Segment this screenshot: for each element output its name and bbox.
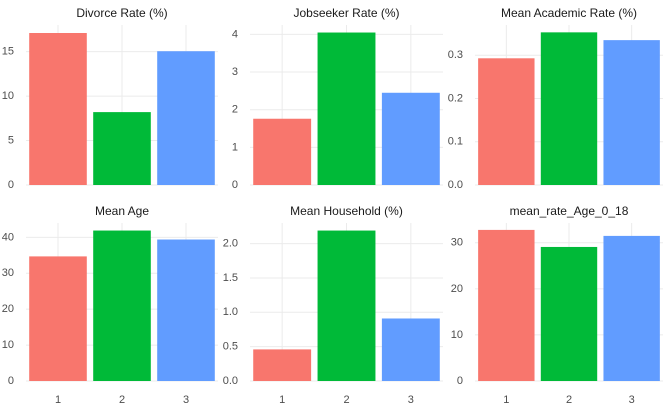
x-tick-label: 3 xyxy=(408,394,414,406)
bar xyxy=(317,32,376,185)
bar xyxy=(603,235,660,381)
y-tick-label: 30 xyxy=(451,237,463,249)
y-tick-label: 20 xyxy=(451,283,463,295)
y-tick-label: 30 xyxy=(2,267,14,279)
bar xyxy=(93,112,151,185)
y-tick-label: 10 xyxy=(2,339,14,351)
bar xyxy=(540,246,598,381)
y-tick-label: 1.0 xyxy=(223,306,238,318)
panel-title: Jobseeker Rate (%) xyxy=(293,6,399,20)
x-tick-label: 1 xyxy=(55,394,61,406)
bar xyxy=(603,40,660,186)
x-tick-label: 1 xyxy=(279,394,285,406)
bar xyxy=(478,229,535,381)
y-tick-label: 0 xyxy=(8,179,14,191)
y-tick-label: 0.3 xyxy=(448,49,463,61)
bar xyxy=(157,239,215,381)
y-tick-label: 40 xyxy=(2,231,14,243)
bar xyxy=(157,51,215,185)
bar xyxy=(381,318,440,381)
panel-title: Divorce Rate (%) xyxy=(76,6,167,20)
y-tick-label: 0.0 xyxy=(223,375,238,387)
y-tick-label: 2 xyxy=(232,104,238,116)
y-tick-label: 10 xyxy=(451,329,463,341)
y-tick-label: 0 xyxy=(8,375,14,387)
y-tick-label: 0 xyxy=(457,375,463,387)
x-tick-label: 1 xyxy=(503,394,509,406)
panel-title: Mean Age xyxy=(95,204,149,218)
y-tick-label: 1.5 xyxy=(223,272,238,284)
x-tick-label: 2 xyxy=(119,394,125,406)
bar xyxy=(317,230,376,381)
y-tick-label: 0.5 xyxy=(223,341,238,353)
y-tick-label: 1 xyxy=(232,141,238,153)
bar xyxy=(540,32,598,186)
bar xyxy=(253,118,312,185)
panel-title: mean_rate_Age_0_18 xyxy=(510,204,629,218)
bar xyxy=(93,230,151,381)
y-tick-label: 0.0 xyxy=(448,179,463,191)
y-tick-label: 10 xyxy=(2,90,14,102)
y-tick-label: 15 xyxy=(2,46,14,58)
y-tick-label: 20 xyxy=(2,303,14,315)
x-tick-label: 3 xyxy=(183,394,189,406)
bar xyxy=(478,58,535,185)
bar xyxy=(29,33,87,185)
y-tick-label: 0 xyxy=(232,179,238,191)
panel-title: Mean Household (%) xyxy=(290,204,403,218)
y-tick-label: 0.1 xyxy=(448,136,463,148)
y-tick-label: 4 xyxy=(232,28,238,40)
bar xyxy=(253,349,312,381)
bar xyxy=(381,92,440,185)
y-tick-label: 0.2 xyxy=(448,92,463,104)
panel-title: Mean Academic Rate (%) xyxy=(501,6,637,20)
y-tick-label: 5 xyxy=(8,134,14,146)
bar xyxy=(29,256,87,381)
y-tick-label: 2.0 xyxy=(223,238,238,250)
x-tick-label: 2 xyxy=(566,394,572,406)
x-tick-label: 2 xyxy=(343,394,349,406)
y-tick-label: 3 xyxy=(232,66,238,78)
x-tick-label: 3 xyxy=(629,394,635,406)
